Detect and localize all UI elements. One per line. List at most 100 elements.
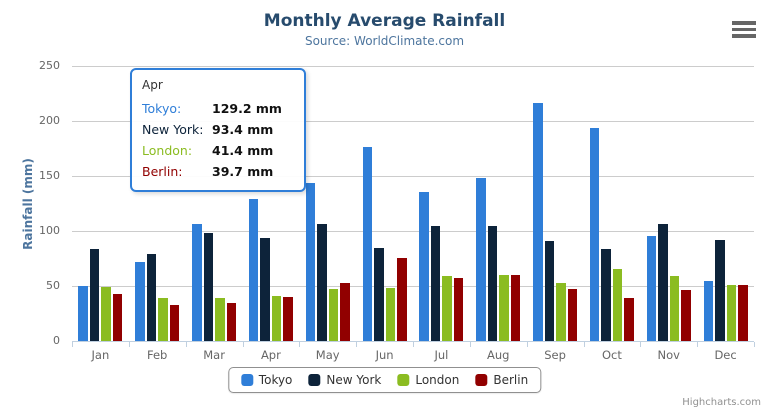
bar-new-york-mar[interactable] bbox=[203, 232, 214, 341]
bar-tokyo-apr[interactable] bbox=[248, 198, 259, 341]
x-axis-label: May bbox=[315, 348, 340, 362]
legend-item-tokyo[interactable]: Tokyo bbox=[240, 373, 292, 387]
bar-new-york-dec[interactable] bbox=[715, 239, 725, 341]
legend-label: New York bbox=[326, 373, 382, 387]
bar-london-jul[interactable] bbox=[442, 276, 452, 341]
hamburger-icon bbox=[732, 21, 756, 25]
tooltip-header: Apr bbox=[142, 78, 163, 92]
bar-tokyo-jul[interactable] bbox=[419, 191, 429, 341]
x-axis-label: Jan bbox=[91, 348, 110, 362]
x-axis-label: Oct bbox=[601, 348, 622, 362]
bar-london-jan[interactable] bbox=[101, 287, 111, 341]
bar-berlin-sep[interactable] bbox=[567, 288, 578, 341]
chart-subtitle: Source: WorldClimate.com bbox=[304, 34, 465, 48]
tooltip-series-value: 41.4 mm bbox=[212, 143, 274, 158]
bar-new-york-feb[interactable] bbox=[146, 254, 157, 341]
bar-tokyo-aug[interactable] bbox=[476, 177, 486, 341]
y-gridline bbox=[72, 66, 754, 67]
bar-london-feb[interactable] bbox=[158, 298, 168, 341]
bar-berlin-mar[interactable] bbox=[226, 303, 237, 341]
bar-london-oct[interactable] bbox=[612, 269, 623, 341]
chart-title: Monthly Average Rainfall bbox=[263, 11, 506, 31]
bar-berlin-nov[interactable] bbox=[681, 289, 691, 341]
x-axis-tick bbox=[640, 342, 642, 347]
bar-tokyo-dec[interactable] bbox=[703, 281, 714, 341]
bar-new-york-nov[interactable] bbox=[658, 223, 668, 341]
tooltip-series-label: New York: bbox=[142, 122, 204, 137]
bar-london-aug[interactable] bbox=[499, 275, 509, 341]
x-axis-tick bbox=[526, 342, 528, 347]
bar-london-mar[interactable] bbox=[215, 297, 225, 341]
bar-tokyo-jun[interactable] bbox=[362, 147, 373, 341]
bar-berlin-dec[interactable] bbox=[738, 284, 748, 341]
bar-new-york-jan[interactable] bbox=[89, 249, 100, 341]
legend-label: Berlin bbox=[493, 373, 529, 387]
x-axis-line bbox=[72, 341, 754, 342]
bar-london-jun[interactable] bbox=[385, 287, 396, 341]
bar-tokyo-may[interactable] bbox=[305, 182, 316, 341]
x-axis-tick bbox=[242, 342, 244, 347]
bar-tokyo-mar[interactable] bbox=[192, 224, 202, 341]
legend-swatch-icon bbox=[475, 374, 488, 386]
legend-label: London bbox=[415, 373, 460, 387]
bar-tokyo-oct[interactable] bbox=[589, 127, 600, 341]
x-axis-label: Jun bbox=[375, 348, 394, 362]
y-gridline bbox=[72, 231, 754, 232]
bar-tokyo-feb[interactable] bbox=[135, 262, 145, 341]
x-axis-tick bbox=[72, 342, 73, 347]
bar-london-apr[interactable] bbox=[271, 295, 282, 341]
legend-swatch-icon bbox=[308, 374, 321, 386]
bar-new-york-jun[interactable] bbox=[374, 248, 384, 341]
bar-new-york-may[interactable] bbox=[317, 224, 327, 341]
tooltip-series-label: Berlin: bbox=[142, 164, 183, 179]
credits-link[interactable]: Highcharts.com bbox=[682, 397, 761, 408]
bar-berlin-oct[interactable] bbox=[624, 298, 634, 341]
bar-tokyo-sep[interactable] bbox=[533, 103, 543, 341]
tooltip-series-value: 129.2 mm bbox=[212, 101, 282, 116]
bar-berlin-feb[interactable] bbox=[169, 304, 180, 341]
bar-london-nov[interactable] bbox=[669, 275, 680, 341]
tooltip-series-value: 93.4 mm bbox=[212, 122, 274, 137]
y-axis-label: 250 bbox=[39, 59, 60, 72]
x-axis-label: Aug bbox=[486, 348, 510, 362]
bar-berlin-aug[interactable] bbox=[510, 274, 521, 341]
y-axis-label: 0 bbox=[53, 334, 60, 347]
x-axis-tick bbox=[413, 342, 414, 347]
bar-new-york-aug[interactable] bbox=[487, 226, 498, 341]
tooltip-row: London: 41.4 mm bbox=[142, 140, 294, 161]
export-menu-button[interactable] bbox=[731, 21, 757, 39]
legend: Tokyo New York London Berlin bbox=[227, 367, 542, 393]
hamburger-icon bbox=[732, 27, 756, 31]
bar-new-york-apr[interactable] bbox=[260, 238, 270, 341]
bar-berlin-apr[interactable] bbox=[283, 297, 293, 341]
tooltip-series-label: Tokyo: bbox=[142, 101, 182, 116]
bar-tokyo-nov[interactable] bbox=[646, 235, 657, 341]
x-axis-tick bbox=[697, 342, 699, 347]
bar-new-york-sep[interactable] bbox=[544, 240, 555, 341]
legend-item-london[interactable]: London bbox=[397, 373, 459, 387]
legend-item-new-york[interactable]: New York bbox=[308, 373, 381, 387]
x-axis-tick bbox=[185, 342, 187, 347]
bar-london-sep[interactable] bbox=[556, 283, 566, 341]
x-axis-label: Apr bbox=[260, 348, 281, 362]
bar-berlin-jul[interactable] bbox=[453, 277, 464, 341]
tooltip-rows: Tokyo: 129.2 mm New York: 93.4 mm London: 41.… bbox=[142, 98, 294, 182]
bar-london-dec[interactable] bbox=[726, 284, 737, 341]
bar-berlin-may[interactable] bbox=[340, 283, 350, 341]
bar-new-york-jul[interactable] bbox=[430, 225, 441, 341]
legend-item-berlin[interactable]: Berlin bbox=[475, 373, 528, 387]
bar-new-york-oct[interactable] bbox=[601, 249, 611, 341]
tooltip-row: Tokyo: 129.2 mm bbox=[142, 98, 294, 119]
bar-berlin-jun[interactable] bbox=[397, 257, 407, 341]
bar-london-may[interactable] bbox=[328, 289, 339, 341]
tooltip-series-value: 39.7 mm bbox=[212, 164, 274, 179]
y-axis-label: 150 bbox=[39, 169, 60, 182]
x-axis-label: Dec bbox=[714, 348, 737, 362]
bar-tokyo-jan[interactable] bbox=[78, 286, 88, 341]
y-gridline bbox=[72, 286, 754, 287]
bar-berlin-jan[interactable] bbox=[112, 294, 123, 341]
legend-swatch-icon bbox=[240, 374, 253, 386]
y-axis-label: 200 bbox=[39, 114, 60, 127]
x-axis-tick bbox=[469, 342, 471, 347]
